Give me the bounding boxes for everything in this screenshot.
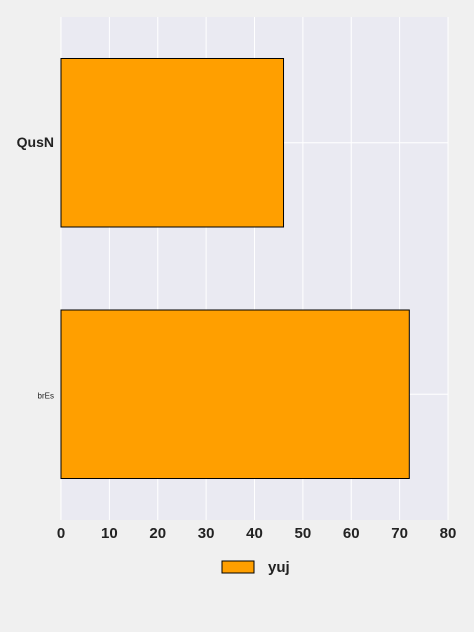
x-tick-label: 30 [198, 525, 215, 542]
x-tick-label: 40 [246, 525, 263, 542]
x-tick-labels: 0 10 20 30 40 50 60 70 80 [57, 525, 457, 542]
legend: yuj [221, 559, 290, 576]
x-tick-label: 50 [295, 525, 312, 542]
x-tick-label: 70 [391, 525, 408, 542]
y-tick-label: brEs [38, 391, 54, 400]
x-tick-label: 10 [101, 525, 118, 542]
x-tick-label: 80 [440, 525, 457, 542]
bars [60, 57, 410, 480]
y-tick-label: QusN [17, 134, 54, 150]
legend-label: yuj [268, 559, 290, 576]
x-tick-label: 20 [149, 525, 166, 542]
y-tick-labels: QusN brEs [17, 134, 54, 401]
bar-brEs [60, 309, 410, 480]
bar-QusN [60, 57, 285, 228]
x-tick-label: 0 [57, 525, 65, 542]
legend-swatch [221, 560, 255, 574]
x-tick-label: 60 [343, 525, 360, 542]
